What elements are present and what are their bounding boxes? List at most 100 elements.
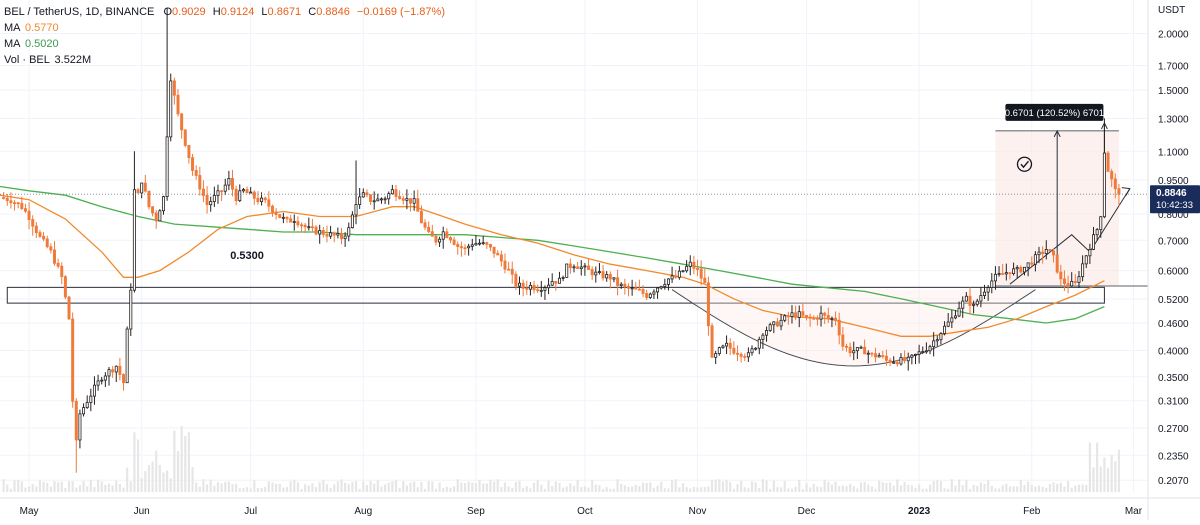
- volume-bar: [445, 486, 448, 492]
- candle-body: [416, 198, 420, 212]
- volume-bar: [798, 479, 801, 492]
- volume-bar: [903, 482, 906, 492]
- volume-bar: [205, 484, 209, 492]
- volume-bar: [216, 481, 220, 492]
- volume-bar: [107, 483, 111, 492]
- candle-body: [289, 218, 293, 223]
- candle-body: [383, 198, 387, 201]
- volume-bar: [990, 485, 993, 492]
- candle-body: [485, 242, 489, 245]
- volume-bar: [325, 484, 329, 492]
- volume-bar: [354, 481, 358, 492]
- volume-bar: [888, 482, 892, 492]
- volume-bar: [235, 483, 238, 492]
- candle-body: [234, 188, 238, 201]
- volume-bar: [300, 488, 303, 492]
- time-tick-label: Mar: [1125, 506, 1143, 517]
- price-tick-label: 0.2700: [1158, 424, 1189, 435]
- volume-bar: [979, 482, 982, 492]
- candle-body: [488, 244, 492, 248]
- candle-body: [888, 359, 892, 363]
- candle-body: [467, 245, 471, 249]
- volume-bar: [772, 480, 775, 492]
- candle-body: [49, 246, 53, 251]
- volume-bar: [670, 480, 674, 492]
- candle-body: [732, 347, 736, 354]
- grid: [0, 0, 1148, 492]
- volume-bar: [122, 487, 125, 492]
- legend-ma-orange[interactable]: MA 0.5770: [4, 20, 445, 36]
- legend-ma-green[interactable]: MA 0.5020: [4, 36, 445, 52]
- volume-bar: [685, 487, 688, 492]
- volume-bar: [779, 487, 783, 492]
- candle-body: [917, 351, 921, 355]
- volume-bar: [790, 488, 794, 492]
- volume-bar: [522, 487, 525, 492]
- volume-bar: [1027, 481, 1030, 492]
- volume-bar: [987, 480, 990, 492]
- candle-body: [877, 355, 881, 358]
- volume-bar: [1041, 487, 1044, 492]
- volume-bar: [409, 482, 412, 492]
- candle-body: [245, 189, 249, 194]
- candle-body: [423, 222, 427, 228]
- volume-bar: [115, 480, 118, 492]
- volume-bar: [598, 485, 601, 492]
- price-tick-label: 1.3000: [1158, 114, 1189, 125]
- volume-bar: [936, 480, 939, 492]
- candle-body: [634, 287, 638, 290]
- candle-body: [151, 206, 155, 214]
- volume-bar: [874, 488, 877, 492]
- volume-bar: [565, 486, 568, 492]
- candle-body: [881, 355, 885, 357]
- candle-body: [627, 285, 630, 289]
- legend-volume[interactable]: Vol · BEL 3.522M: [4, 52, 445, 68]
- candle-body: [539, 289, 543, 292]
- candle-body: [321, 230, 325, 235]
- volume-bar: [1066, 480, 1070, 492]
- candle-body: [114, 365, 118, 373]
- candle-body: [688, 261, 692, 267]
- candle-body: [1037, 251, 1041, 256]
- volume-bar: [1048, 484, 1052, 492]
- volume-bar: [482, 483, 485, 492]
- volume-bar: [591, 480, 594, 492]
- ma-green-line: [0, 185, 1105, 324]
- volume-bar: [289, 481, 292, 492]
- candle-body: [191, 157, 195, 171]
- volume-bar: [663, 488, 666, 492]
- volume-bar: [456, 479, 459, 492]
- candle-body: [154, 212, 158, 222]
- candle-body: [74, 400, 78, 441]
- candle-body: [325, 234, 329, 237]
- candle-body: [772, 321, 776, 326]
- symbol-title[interactable]: BEL / TetherUS, 1D, BINANCE: [4, 6, 155, 18]
- candle-body: [975, 300, 979, 305]
- volume-bar: [612, 488, 616, 492]
- candle-body: [307, 226, 311, 229]
- volume-bar: [841, 485, 844, 492]
- candle-body: [78, 413, 82, 441]
- volume-bar: [758, 487, 761, 492]
- volume-bar: [180, 425, 183, 492]
- volume-bar: [885, 482, 888, 492]
- candle-body: [438, 238, 442, 243]
- candle-body: [274, 211, 278, 215]
- candle-body: [768, 324, 772, 331]
- candle-body: [103, 375, 107, 381]
- volume-bar: [674, 479, 677, 492]
- candle-body: [53, 249, 56, 264]
- volume-bar: [129, 481, 132, 492]
- candle-body: [903, 357, 907, 362]
- volume-bar: [1081, 484, 1084, 492]
- candle-body: [398, 196, 402, 200]
- candle-body: [706, 282, 710, 327]
- volume-bar: [743, 487, 746, 492]
- candle-body: [1092, 234, 1095, 250]
- candle-body: [434, 235, 438, 243]
- volume-bar: [151, 461, 154, 492]
- volume-bar: [714, 479, 717, 492]
- candle-body: [1004, 272, 1008, 275]
- candle-body: [300, 224, 304, 227]
- candle-body: [249, 191, 253, 194]
